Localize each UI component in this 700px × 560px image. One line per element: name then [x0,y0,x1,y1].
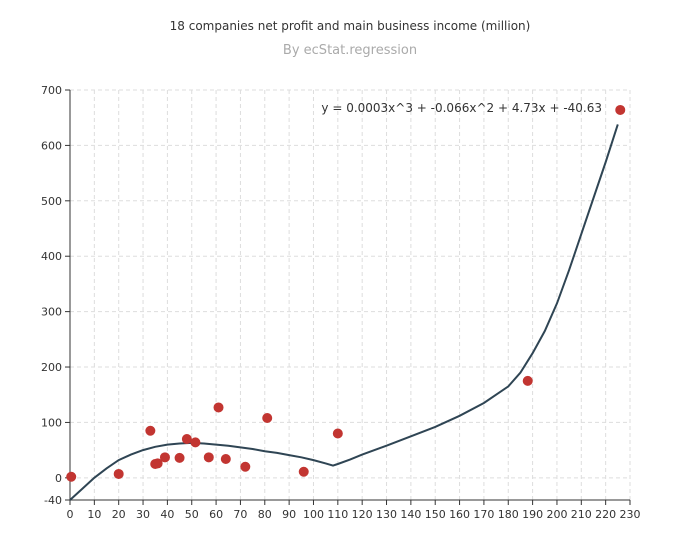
data-point [159,452,170,463]
x-tick-label: 230 [620,508,641,521]
x-tick-label: 100 [303,508,324,521]
x-tick-label: 160 [449,508,470,521]
data-point [262,413,273,423]
chart-subtitle: By ecStat.regression [282,43,418,58]
y-tick-label: 0 [55,472,62,485]
regression-equation: y = 0.0003x^3 + -0.066x^2 + 4.73x + -40.… [321,101,602,115]
x-tick-label: 180 [498,508,519,521]
data-point [174,452,185,463]
x-tick-label: 150 [425,508,446,521]
data-point [203,452,214,463]
x-tick-label: 190 [522,508,543,521]
x-tick-label: 40 [160,508,174,521]
chart-title: 18 companies net profit and main busines… [169,19,531,33]
y-tick-label: 200 [41,361,62,374]
data-point [615,104,626,115]
x-tick-label: 210 [571,508,592,521]
y-tick-label: 500 [41,195,62,208]
y-tick-label: -40 [44,494,62,507]
y-tick-label: 700 [41,84,62,97]
series-layer [66,104,626,501]
data-point [145,425,156,436]
grid-lines [70,89,631,500]
regression-line [69,124,619,501]
x-tick-label: 110 [327,508,348,521]
x-tick-label: 120 [352,508,373,521]
x-tick-label: 90 [282,508,296,521]
x-tick-label: 10 [87,508,101,521]
data-point [66,471,77,482]
x-tick-label: 220 [595,508,616,521]
x-tick-label: 70 [233,508,247,521]
data-point [213,402,224,413]
x-tick-label: 60 [209,508,223,521]
data-point [332,428,343,439]
x-tick-label: 0 [67,508,74,521]
data-point [152,458,163,469]
x-tick-label: 20 [112,508,126,521]
axes [65,89,631,505]
data-point [220,454,231,464]
x-tick-label: 30 [136,508,150,521]
data-point [298,466,309,477]
x-tick-label: 80 [258,508,272,521]
data-point [240,461,251,472]
y-tick-label: 300 [41,306,62,319]
y-tick-label: 600 [41,139,62,152]
y-tick-label: 100 [41,416,62,429]
data-point [181,434,192,445]
x-tick-label: 140 [400,508,421,521]
y-tick-label: 400 [41,250,62,263]
x-tick-label: 130 [376,508,397,521]
x-tick-label: 200 [546,508,567,521]
x-tick-label: 170 [473,508,494,521]
data-point [190,437,201,448]
tick-labels: 0 10 20 30 40 50 60 70 80 90 100 110 120 130 140 150 160… [41,84,641,521]
data-point [522,375,533,386]
data-point [113,468,124,479]
x-tick-label: 50 [185,508,199,521]
